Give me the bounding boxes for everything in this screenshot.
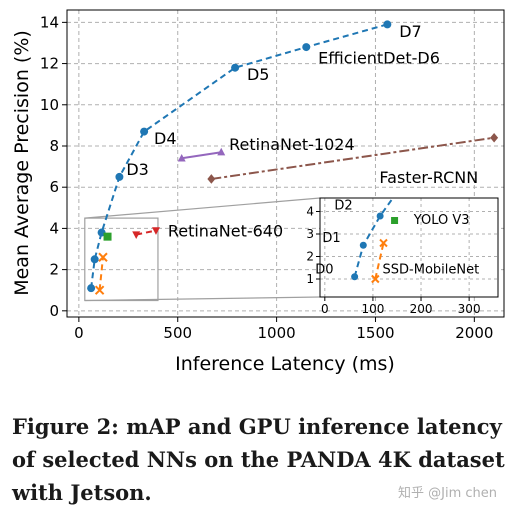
inset-x-tick-label: 300 <box>458 302 481 316</box>
inset-annotation-d0: D0 <box>315 262 333 277</box>
data-point-ssd-mobilenet <box>94 285 105 295</box>
x-tick-label: 1000 <box>258 324 296 342</box>
data-point-retinanet-1024 <box>217 147 226 156</box>
inset-series-layer <box>351 152 427 284</box>
y-tick-label: 0 <box>49 302 59 320</box>
annotation-d3: D3 <box>126 160 148 179</box>
y-tick-label: 4 <box>49 219 59 237</box>
x-tick-label: 1500 <box>356 324 394 342</box>
inset-data-point-efficientdet <box>420 152 427 159</box>
data-point-retinanet-640 <box>132 231 141 239</box>
y-tick-label: 14 <box>40 13 59 31</box>
data-point-efficientdet <box>231 63 240 72</box>
data-point-efficientdet <box>140 127 149 136</box>
watermark: 知乎 @Jim chen <box>398 486 497 501</box>
data-point-efficientdet <box>115 172 124 181</box>
series-line-retinanet-640 <box>135 229 157 236</box>
annotation-efficientdet-d6: EfficientDet-D6 <box>318 49 440 68</box>
data-point-efficientdet <box>90 255 99 264</box>
annotation-d5: D5 <box>247 65 269 84</box>
y-tick-label: 2 <box>49 261 59 279</box>
inset-frame <box>319 197 499 298</box>
y-tick-label: 6 <box>49 178 59 196</box>
inset-grid <box>320 198 498 297</box>
inset-annotation-d1: D1 <box>322 231 340 246</box>
data-point-efficientdet <box>383 20 392 29</box>
data-point-faster-rcnn <box>490 132 499 143</box>
data-point-efficientdet <box>302 43 311 52</box>
inset-y-tick-label: 3 <box>306 227 314 241</box>
inset-y-tick-label: 4 <box>306 205 314 219</box>
inset-y-tick-label: 1 <box>306 272 314 286</box>
series-line-faster-rcnn <box>211 136 495 180</box>
x-tick-label: 0 <box>74 324 84 342</box>
data-point-faster-rcnn <box>207 174 216 184</box>
data-point-ssd-mobilenet <box>98 252 108 262</box>
zoom-connector <box>84 197 321 219</box>
y-tick-label: 10 <box>40 96 59 114</box>
inset-background <box>320 198 498 297</box>
x-tick-label: 500 <box>163 324 192 342</box>
annotation-d4: D4 <box>154 129 177 148</box>
inset-data-point-efficientdet <box>359 241 367 249</box>
inset-data-point-efficientdet <box>376 212 384 220</box>
data-point-retinanet-640 <box>151 227 160 235</box>
inset-x-tick-label: 0 <box>321 302 329 316</box>
inset-data-point-efficientdet <box>351 273 359 281</box>
series-line-ssd-mobilenet <box>98 257 104 291</box>
y-axis-label: Mean Average Precision (%) <box>11 30 33 296</box>
y-tick-label: 8 <box>49 137 59 155</box>
inset-y-tick-label: 2 <box>306 250 314 264</box>
data-point-yolo-v3 <box>103 232 112 241</box>
data-point-retinanet-1024 <box>177 153 186 162</box>
main-annotations: D7 EfficientDet-D6 D5 D4 RetinaNet-1024 D3 Fas… <box>126 22 478 241</box>
inset-tick-labels: 0 100 200 300 1 2 3 4 <box>306 205 480 317</box>
inset-data-point-ssd-mobilenet <box>379 238 388 248</box>
figure-caption: Figure 2: mAP and GPU inference latency … <box>12 414 505 505</box>
inset-chart: 0 100 200 300 1 2 3 4 D2 YOLO V3 D1 D0 SSD-MobileNe… <box>306 152 499 317</box>
zoom-indicator <box>84 197 321 302</box>
inset-annotation-d2: D2 <box>334 198 352 213</box>
plot-frame <box>66 9 505 318</box>
annotation-d7: D7 <box>399 22 422 41</box>
inset-series-line-ssd-mobilenet <box>374 242 385 280</box>
main-series-layer <box>87 20 499 295</box>
annotation-retinanet-1024: RetinaNet-1024 <box>229 135 354 154</box>
annotation-faster-rcnn: Faster-RCNN <box>379 168 478 187</box>
annotation-retinanet-640: RetinaNet-640 <box>168 222 283 241</box>
y-tick-label: 12 <box>40 55 59 73</box>
inset-data-point-yolo-v3 <box>391 217 399 224</box>
data-point-efficientdet <box>87 284 96 293</box>
inset-x-tick-label: 200 <box>410 302 433 316</box>
zoom-connector <box>84 296 321 302</box>
inset-x-tick-label: 100 <box>361 302 384 316</box>
inset-annotation-yolo-v3: YOLO V3 <box>413 213 470 228</box>
series-line-efficientdet <box>90 23 388 289</box>
inset-annotation-ssd-mobilenet: SSD-MobileNet <box>383 262 480 277</box>
x-axis-label: Inference Latency (ms) <box>175 353 395 375</box>
x-tick-label: 2000 <box>455 324 493 342</box>
series-line-retinanet-1024 <box>181 151 222 160</box>
inset-data-point-ssd-mobilenet <box>371 274 380 284</box>
